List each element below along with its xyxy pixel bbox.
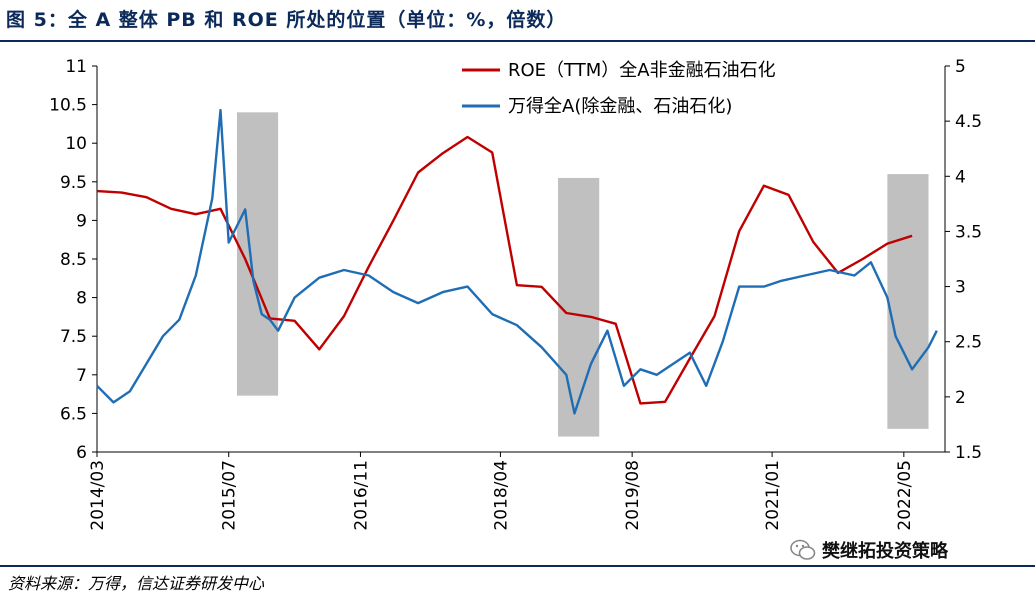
y-left-tick-label: 9: [76, 211, 87, 231]
title-divider: [0, 40, 1035, 42]
legend-roe-label: ROE（TTM）全A非金融石油石化: [508, 60, 776, 81]
x-tick-label: 2018/04: [491, 460, 511, 531]
x-tick-label: 2015/07: [220, 460, 240, 531]
y-left-tick-label: 9.5: [60, 173, 87, 193]
y-left-tick-label: 8: [76, 289, 87, 309]
shaded-period-2: [558, 177, 600, 437]
y-right-tick-label: 3: [955, 278, 966, 298]
y-right-tick-label: 1.5: [955, 443, 982, 463]
x-tick-label: 2014/03: [88, 460, 108, 531]
legend-pb-label: 万得全A(除金融、石油石化): [508, 96, 732, 117]
y-right-tick-label: 4.5: [955, 112, 982, 132]
y-left-tick-label: 6.5: [60, 404, 87, 424]
x-tick-label: 2021/01: [763, 460, 783, 531]
source-divider: [0, 565, 1035, 567]
chart-title: 图 5：全 A 整体 PB 和 ROE 所处的位置（单位：%，倍数）: [6, 9, 567, 31]
y-left-tick-label: 10.5: [49, 96, 87, 116]
x-tick-label: 2019/08: [623, 460, 643, 531]
y-left-tick-label: 11: [65, 57, 87, 77]
y-right-tick-label: 4: [955, 167, 966, 187]
y-right-tick-label: 3.5: [955, 222, 982, 242]
legend: ROE（TTM）全A非金融石油石化 万得全A(除金融、石油石化): [462, 60, 776, 117]
wechat-icon: [790, 539, 816, 560]
y-right-tick-label: 2.5: [955, 333, 982, 353]
y-left-tick-label: 8.5: [60, 250, 87, 270]
y-left-tick-label: 7: [76, 366, 87, 386]
y-left-tick-label: 6: [76, 443, 87, 463]
shaded-period-3: [887, 174, 929, 429]
y-left-tick-label: 7.5: [60, 327, 87, 347]
y-left-tick-label: 10: [65, 134, 87, 154]
source-note: 资料来源：万得，信达证券研发中心: [8, 574, 265, 593]
pb-line: [96, 108, 938, 415]
watermark: 樊继拓投资策略: [790, 537, 948, 563]
y-right-tick-label: 2: [955, 388, 966, 408]
watermark-text: 樊继拓投资策略: [822, 541, 948, 562]
roe-line: [96, 135, 913, 405]
x-tick-label: 2016/11: [351, 460, 371, 531]
x-tick-label: 2022/05: [895, 460, 915, 531]
y-right-tick-label: 5: [955, 57, 966, 77]
